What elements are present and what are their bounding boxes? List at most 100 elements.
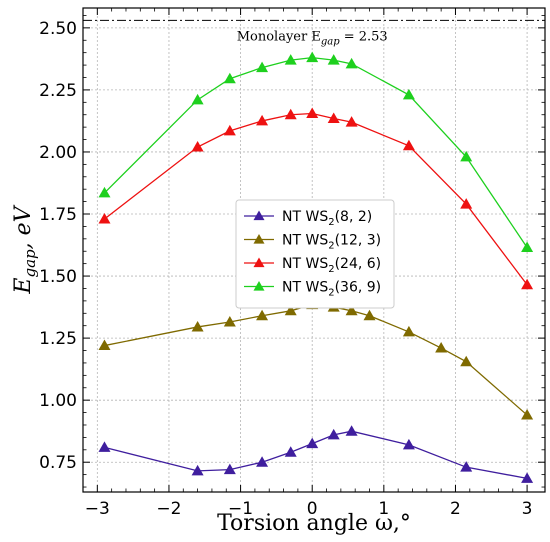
data-point bbox=[521, 472, 534, 483]
legend-marker bbox=[253, 281, 265, 291]
y-tick-label: 1.75 bbox=[39, 205, 77, 225]
x-tick-label: −3 bbox=[85, 499, 110, 519]
legend-label: NT WS2(24, 6) bbox=[282, 256, 381, 275]
data-point bbox=[327, 428, 340, 440]
legend-marker bbox=[253, 210, 265, 221]
data-point bbox=[98, 212, 111, 224]
data-point bbox=[402, 325, 415, 337]
data-point bbox=[460, 198, 473, 209]
legend-label-sub: 2 bbox=[328, 264, 334, 275]
legend-marker bbox=[253, 257, 265, 268]
y-tick-label: 2.50 bbox=[39, 19, 77, 39]
series-3 bbox=[98, 107, 534, 290]
data-point bbox=[191, 93, 204, 105]
data-point bbox=[402, 438, 415, 450]
legend-label-main: NT WS bbox=[282, 256, 328, 272]
data-point bbox=[98, 441, 111, 452]
legend-label-sub: 2 bbox=[328, 217, 334, 228]
data-point bbox=[256, 114, 269, 126]
data-point bbox=[460, 355, 473, 367]
legend-label-rest: (24, 6) bbox=[335, 256, 382, 272]
data-point bbox=[223, 72, 236, 84]
grid bbox=[83, 8, 545, 492]
data-point bbox=[345, 304, 358, 316]
legend-label-main: NT WS bbox=[282, 233, 328, 249]
data-point bbox=[521, 409, 534, 420]
data-point bbox=[223, 315, 236, 327]
reference-label-sub: gap bbox=[321, 36, 340, 47]
data-point bbox=[327, 112, 340, 123]
x-tick-label: 3 bbox=[522, 499, 533, 519]
y-axis-title: Egap, eV bbox=[11, 204, 39, 294]
x-tick-label: 1 bbox=[378, 499, 389, 519]
legend-label-main: NT WS bbox=[282, 209, 328, 225]
data-point bbox=[256, 456, 269, 467]
data-point bbox=[191, 464, 204, 476]
legend-label-sub: 2 bbox=[328, 241, 334, 252]
data-point bbox=[521, 241, 534, 253]
data-point bbox=[460, 150, 473, 162]
legend-entries: NT WS2(8, 2)NT WS2(12, 3)NT WS2(24, 6)NT… bbox=[244, 209, 381, 299]
y-tick-label: 1.00 bbox=[39, 391, 77, 411]
legend-marker bbox=[253, 234, 265, 244]
series-2 bbox=[98, 298, 534, 420]
data-point bbox=[256, 61, 269, 73]
series-1 bbox=[98, 425, 534, 483]
data-point bbox=[223, 124, 236, 136]
data-point bbox=[284, 54, 297, 65]
data-point bbox=[345, 116, 358, 127]
data-point bbox=[284, 108, 297, 120]
reference-label-main: Monolayer E bbox=[237, 29, 321, 44]
data-point bbox=[98, 186, 111, 198]
series-4 bbox=[98, 51, 534, 253]
data-point bbox=[402, 88, 415, 100]
data-point bbox=[435, 342, 448, 353]
data-point bbox=[256, 309, 269, 321]
legend-label-main: NT WS bbox=[282, 280, 328, 296]
x-tick-label: −1 bbox=[228, 499, 253, 519]
axis-ticks bbox=[83, 8, 545, 492]
x-tick-label: 0 bbox=[307, 499, 318, 519]
legend-entry: NT WS2(8, 2) bbox=[244, 209, 372, 228]
y-tick-label: 1.25 bbox=[39, 329, 77, 349]
legend-label-rest: (8, 2) bbox=[335, 209, 373, 225]
data-point bbox=[327, 54, 340, 65]
data-point bbox=[191, 320, 204, 332]
reference-line-label: Monolayer Egap = 2.53 bbox=[237, 29, 388, 47]
y-axis-title-sub: gap bbox=[21, 249, 39, 278]
legend-label-sub: 2 bbox=[328, 288, 334, 299]
y-axis-title-main: E bbox=[11, 278, 36, 295]
data-point bbox=[345, 57, 358, 69]
plot-frame bbox=[82, 7, 546, 493]
legend-entry: NT WS2(24, 6) bbox=[244, 256, 381, 275]
data-point bbox=[521, 278, 534, 290]
x-tick-label: 2 bbox=[450, 499, 461, 519]
data-point bbox=[284, 446, 297, 457]
legend-label-rest: (36, 9) bbox=[335, 280, 382, 296]
reference-label-rest: = 2.53 bbox=[340, 29, 388, 44]
data-point bbox=[460, 461, 473, 472]
legend-box bbox=[235, 199, 395, 309]
data-point bbox=[284, 304, 297, 316]
x-axis-title: Torsion angle ω,° bbox=[217, 511, 411, 536]
data-point bbox=[363, 309, 376, 321]
data-point bbox=[306, 51, 319, 63]
legend-label-rest: (12, 3) bbox=[335, 233, 382, 249]
data-point bbox=[345, 425, 358, 436]
y-tick-label: 2.00 bbox=[39, 143, 77, 163]
x-tick-label: −2 bbox=[156, 499, 181, 519]
legend: NT WS2(8, 2)NT WS2(12, 3)NT WS2(24, 6)NT… bbox=[235, 199, 395, 309]
legend-label: NT WS2(8, 2) bbox=[282, 209, 372, 228]
data-point bbox=[191, 140, 204, 152]
data-point bbox=[98, 339, 111, 351]
y-tick-label: 2.25 bbox=[39, 81, 77, 101]
data-point bbox=[402, 139, 415, 151]
y-tick-label: 0.75 bbox=[39, 453, 77, 473]
data-point bbox=[306, 437, 319, 449]
legend-entry: NT WS2(12, 3) bbox=[244, 233, 381, 252]
y-axis-title-rest: , eV bbox=[11, 204, 36, 249]
legend-entry: NT WS2(36, 9) bbox=[244, 280, 381, 299]
legend-label: NT WS2(12, 3) bbox=[282, 233, 381, 252]
data-point bbox=[306, 107, 319, 118]
